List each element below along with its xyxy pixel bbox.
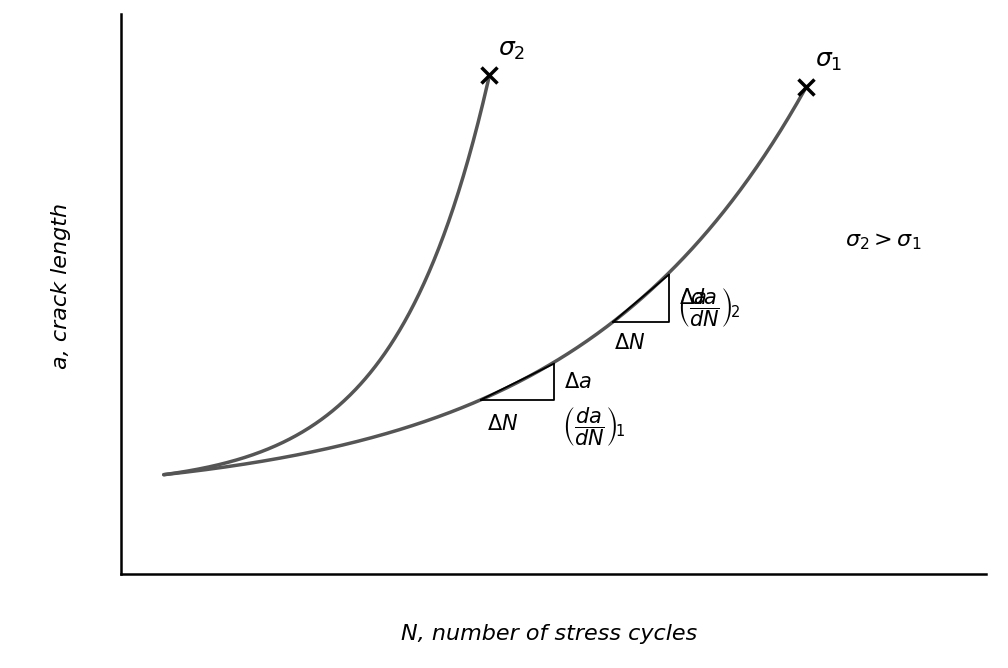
Text: a, crack length: a, crack length — [51, 203, 71, 369]
Text: $\sigma_2$: $\sigma_2$ — [498, 37, 525, 61]
Text: $\Delta a$: $\Delta a$ — [564, 371, 592, 391]
Text: $\sigma_2 > \sigma_1$: $\sigma_2 > \sigma_1$ — [845, 232, 921, 252]
Text: $\Delta N$: $\Delta N$ — [614, 333, 645, 353]
Text: $\sigma_1$: $\sigma_1$ — [814, 49, 843, 73]
Text: $\Delta N$: $\Delta N$ — [487, 413, 518, 434]
Text: $\left(\dfrac{da}{dN}\right)_{\!1}$: $\left(\dfrac{da}{dN}\right)_{\!1}$ — [562, 405, 626, 448]
Text: $\left(\dfrac{da}{dN}\right)_{\!2}$: $\left(\dfrac{da}{dN}\right)_{\!2}$ — [677, 286, 741, 329]
Text: N, number of stress cycles: N, number of stress cycles — [401, 625, 698, 645]
Text: $\Delta a$: $\Delta a$ — [679, 288, 707, 308]
